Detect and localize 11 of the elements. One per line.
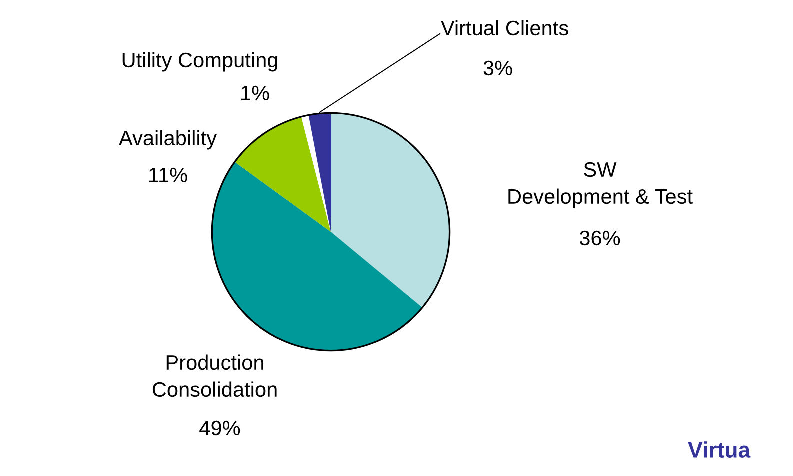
data-label: 11% <box>150 168 188 183</box>
data-label: 49% <box>200 420 240 436</box>
slice-label: SW Development & Test <box>508 162 693 208</box>
slice-label: Utility Computing <box>122 52 278 72</box>
slice-label: Production Consolidation <box>152 354 277 398</box>
slice-label: Availability <box>119 130 217 150</box>
data-label: 3% <box>484 60 512 76</box>
data-label: 1% <box>242 86 270 101</box>
data-label: 36% <box>580 230 620 246</box>
text: Virtua <box>688 442 751 458</box>
slice-label: Virtual Clients <box>441 20 568 36</box>
